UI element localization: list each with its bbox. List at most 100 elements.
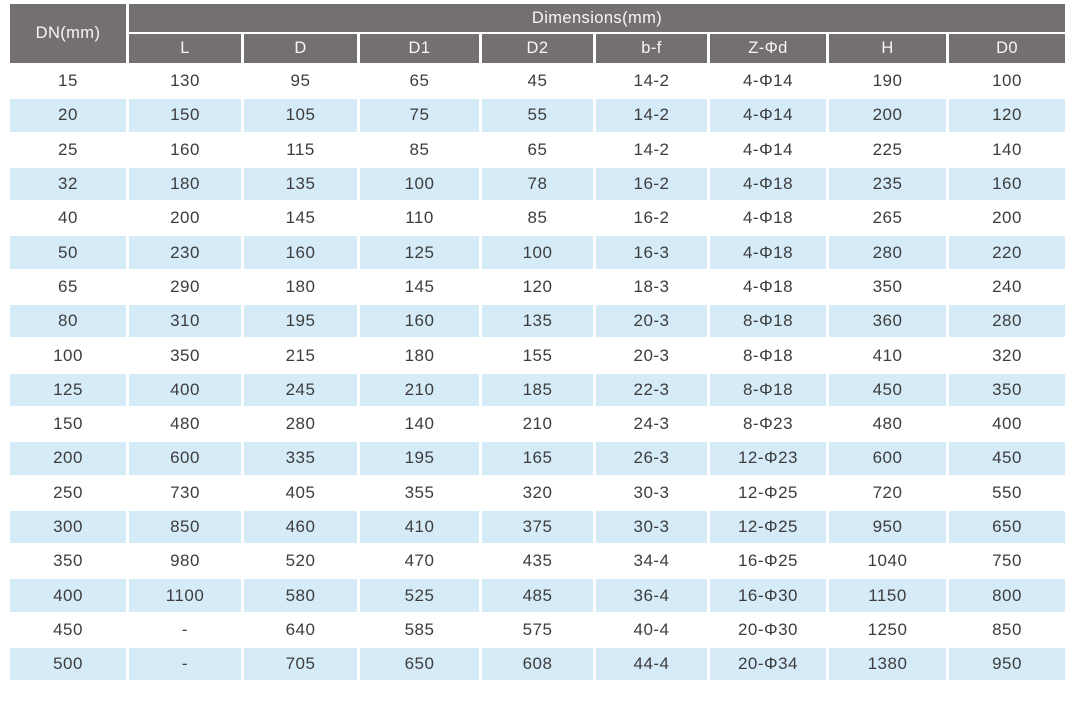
- cell-value: 16-2: [596, 167, 707, 201]
- cell-value: 405: [244, 476, 357, 509]
- cell-value: 20-3: [596, 339, 707, 372]
- cell-value: 135: [482, 305, 593, 338]
- cell-value: 155: [482, 339, 593, 372]
- cell-value: 450: [829, 373, 946, 406]
- cell-value: 210: [360, 373, 479, 406]
- cell-value: 16-2: [596, 202, 707, 235]
- cell-dn: 65: [10, 270, 126, 304]
- cell-value: 585: [360, 613, 479, 647]
- cell-value: 375: [482, 510, 593, 544]
- cell-value: 400: [129, 373, 241, 406]
- cell-value: 12-Φ23: [710, 442, 826, 475]
- cell-value: 410: [829, 339, 946, 372]
- cell-value: 320: [482, 476, 593, 509]
- column-header-row: L D D1 D2 b-f Z-Φd H D0: [10, 34, 1066, 63]
- table-row: 100 350 215 180 155 20-3 8-Φ18 410 320: [10, 339, 1066, 372]
- column-header-h: H: [829, 34, 946, 63]
- cell-value: 280: [244, 407, 357, 441]
- cell-value: 265: [829, 202, 946, 235]
- table-row: 350 980 520 470 435 34-4 16-Φ25 1040 750: [10, 545, 1066, 578]
- cell-value: 20-Φ30: [710, 613, 826, 647]
- group-header-row: DN(mm) Dimensions(mm): [10, 4, 1066, 63]
- table-row: 200 600 335 195 165 26-3 12-Φ23 600 450: [10, 442, 1066, 475]
- cell-value: 150: [129, 99, 241, 132]
- cell-value: 24-3: [596, 407, 707, 441]
- cell-value: 12-Φ25: [710, 510, 826, 544]
- column-header-z-d: Z-Φd: [710, 34, 826, 63]
- table-row: 40 200 145 110 85 16-2 4-Φ18 265 200: [10, 202, 1066, 235]
- cell-value: 120: [949, 99, 1066, 132]
- cell-value: 22-3: [596, 373, 707, 406]
- cell-value: 4-Φ18: [710, 236, 826, 269]
- column-header-b-f: b-f: [596, 34, 707, 63]
- cell-value: 720: [829, 476, 946, 509]
- cell-value: 100: [949, 65, 1066, 98]
- cell-value: 200: [949, 202, 1066, 235]
- cell-dn: 15: [10, 65, 126, 98]
- cell-value: 435: [482, 545, 593, 578]
- cell-value: 14-2: [596, 65, 707, 98]
- cell-value: 525: [360, 579, 479, 612]
- table-body: 15 130 95 65 45 14-2 4-Φ14 190 100 20 150 105 75 55 14…: [10, 65, 1066, 681]
- cell-value: 165: [482, 442, 593, 475]
- cell-value: 30-3: [596, 476, 707, 509]
- cell-value: 1250: [829, 613, 946, 647]
- cell-value: 160: [360, 305, 479, 338]
- cell-value: 16-Φ30: [710, 579, 826, 612]
- cell-value: 225: [829, 133, 946, 166]
- cell-value: 355: [360, 476, 479, 509]
- cell-value: 350: [829, 270, 946, 304]
- cell-value: 8-Φ23: [710, 407, 826, 441]
- cell-value: 600: [829, 442, 946, 475]
- cell-value: 215: [244, 339, 357, 372]
- cell-value: 350: [129, 339, 241, 372]
- cell-value: 195: [360, 442, 479, 475]
- cell-value: 480: [129, 407, 241, 441]
- cell-value: 135: [244, 167, 357, 201]
- cell-value: 130: [129, 65, 241, 98]
- cell-dn: 200: [10, 442, 126, 475]
- table-row: 400 1100 580 525 485 36-4 16-Φ30 1150 800: [10, 579, 1066, 612]
- column-header-l: L: [129, 34, 241, 63]
- cell-value: 160: [129, 133, 241, 166]
- cell-value: 245: [244, 373, 357, 406]
- cell-value: 290: [129, 270, 241, 304]
- cell-value: 185: [482, 373, 593, 406]
- table-row: 450-640 585 575 40-4 20-Φ30 1250 850: [10, 613, 1066, 647]
- cell-value: 160: [244, 236, 357, 269]
- cell-value: 750: [949, 545, 1066, 578]
- table-row: 20 150 105 75 55 14-2 4-Φ14 200 120: [10, 99, 1066, 132]
- cell-dn: 40: [10, 202, 126, 235]
- table-row: 15 130 95 65 45 14-2 4-Φ14 190 100: [10, 65, 1066, 98]
- cell-value: 320: [949, 339, 1066, 372]
- cell-dn: 500: [10, 648, 126, 681]
- cell-value: 850: [129, 510, 241, 544]
- cell-dn: 20: [10, 99, 126, 132]
- cell-value: 140: [949, 133, 1066, 166]
- cell-value: 1150: [829, 579, 946, 612]
- table-row: 300 850 460 410 375 30-3 12-Φ25 950 650: [10, 510, 1066, 544]
- cell-value: 4-Φ18: [710, 202, 826, 235]
- cell-value: 14-2: [596, 133, 707, 166]
- cell-value: 18-3: [596, 270, 707, 304]
- cell-value: 450: [949, 442, 1066, 475]
- cell-value: 410: [360, 510, 479, 544]
- cell-value: 480: [829, 407, 946, 441]
- cell-value: 485: [482, 579, 593, 612]
- cell-value: 4-Φ14: [710, 65, 826, 98]
- cell-value: 180: [129, 167, 241, 201]
- cell-value: 65: [482, 133, 593, 166]
- table-row: 150 480 280 140 210 24-3 8-Φ23 480 400: [10, 407, 1066, 441]
- cell-value: 34-4: [596, 545, 707, 578]
- cell-value: 1100: [129, 579, 241, 612]
- cell-value: 200: [129, 202, 241, 235]
- table-row: 32 180 135 100 78 16-2 4-Φ18 235 160: [10, 167, 1066, 201]
- cell-value: 180: [244, 270, 357, 304]
- cell-dn: 125: [10, 373, 126, 406]
- cell-value: 40-4: [596, 613, 707, 647]
- table-row: 250 730 405 355 320 30-3 12-Φ25 720 550: [10, 476, 1066, 509]
- header-dimensions-group: Dimensions(mm): [129, 4, 1066, 32]
- column-header-d0: D0: [949, 34, 1066, 63]
- table-header: DN(mm) Dimensions(mm) L D D1 D2 b-f Z-Φd H D0: [10, 4, 1066, 63]
